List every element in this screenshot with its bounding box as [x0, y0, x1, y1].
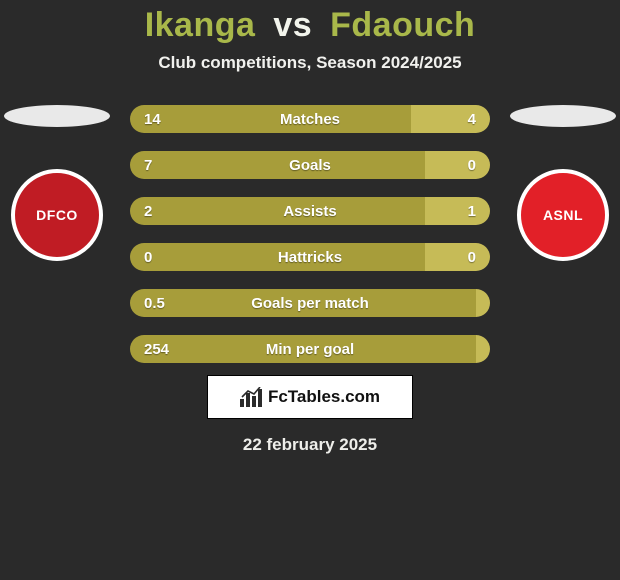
page-title: Ikanga vs Fdaouch — [145, 6, 476, 45]
comparison-container: DFCO 144Matches70Goals21Assists00Hattric… — [0, 105, 620, 363]
date-text: 22 february 2025 — [243, 435, 377, 455]
stat-right-value: 0 — [468, 249, 476, 266]
stat-bar-right — [476, 335, 490, 363]
stat-bar-left: 2 — [130, 197, 425, 225]
stat-row: 70Goals — [130, 151, 490, 179]
stat-bar-right: 0 — [425, 243, 490, 271]
stat-left-value: 0.5 — [144, 295, 165, 312]
player2-club-label: ASNL — [543, 207, 583, 223]
stat-bar-right: 4 — [411, 105, 490, 133]
fctables-logo-icon — [240, 387, 262, 407]
player1-club-label: DFCO — [36, 207, 78, 223]
player1-avatar-placeholder — [4, 105, 110, 127]
stat-left-value: 254 — [144, 341, 169, 358]
stat-bar-left: 0 — [130, 243, 425, 271]
stat-row: 144Matches — [130, 105, 490, 133]
stat-right-value: 4 — [468, 111, 476, 128]
player2-name: Fdaouch — [330, 6, 475, 44]
subtitle: Club competitions, Season 2024/2025 — [158, 53, 461, 73]
stat-left-value: 7 — [144, 157, 152, 174]
stat-bar-right: 0 — [425, 151, 490, 179]
stat-bar-right — [476, 289, 490, 317]
stat-right-value: 0 — [468, 157, 476, 174]
player1-club-crest: DFCO — [7, 165, 107, 265]
fctables-text: FcTables.com — [268, 387, 380, 407]
stat-right-value: 1 — [468, 203, 476, 220]
stat-bar-left: 7 — [130, 151, 425, 179]
stat-left-value: 14 — [144, 111, 161, 128]
right-side: ASNL — [508, 105, 618, 265]
stat-row: 00Hattricks — [130, 243, 490, 271]
stat-row: 21Assists — [130, 197, 490, 225]
fctables-badge: FcTables.com — [207, 375, 413, 419]
stat-bars: 144Matches70Goals21Assists00Hattricks0.5… — [130, 105, 490, 363]
infographic-root: Ikanga vs Fdaouch Club competitions, Sea… — [0, 0, 620, 580]
stat-row: 0.5Goals per match — [130, 289, 490, 317]
stat-left-value: 2 — [144, 203, 152, 220]
stat-row: 254Min per goal — [130, 335, 490, 363]
player2-club-crest: ASNL — [513, 165, 613, 265]
player2-avatar-placeholder — [510, 105, 616, 127]
stat-left-value: 0 — [144, 249, 152, 266]
stat-bar-left: 254 — [130, 335, 476, 363]
vs-text: vs — [273, 6, 312, 44]
stat-bar-left: 0.5 — [130, 289, 476, 317]
left-side: DFCO — [2, 105, 112, 265]
stat-bar-left: 14 — [130, 105, 411, 133]
player1-name: Ikanga — [145, 6, 256, 44]
stat-bar-right: 1 — [425, 197, 490, 225]
